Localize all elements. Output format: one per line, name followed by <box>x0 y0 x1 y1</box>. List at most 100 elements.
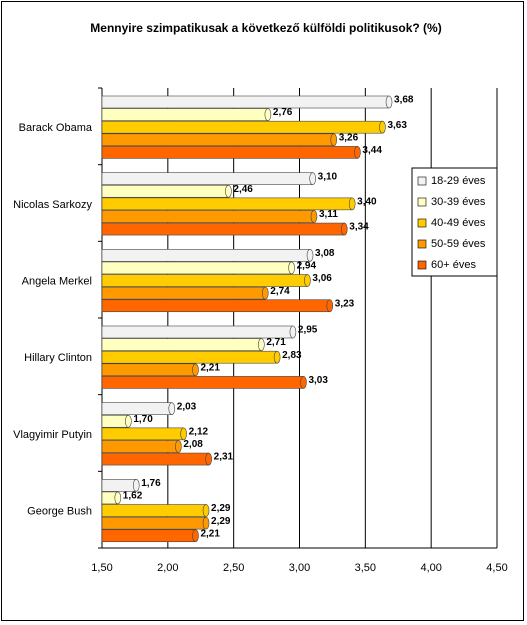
bar <box>101 184 229 198</box>
legend-swatch <box>417 176 427 186</box>
value-label: 3,34 <box>349 222 369 233</box>
value-label: 2,21 <box>200 528 220 539</box>
bar-cap <box>132 479 140 492</box>
value-label: 3,11 <box>319 209 338 220</box>
chart-title: Mennyire szimpatikusak a következő külfö… <box>90 21 441 35</box>
bar-cap <box>354 146 361 159</box>
x-tick-label: 4,50 <box>486 562 507 574</box>
bar-cap <box>258 338 265 351</box>
bar <box>101 108 269 121</box>
bar-cap <box>205 452 212 466</box>
bar-cap <box>379 120 386 134</box>
bar <box>101 172 313 185</box>
value-label: 1,62 <box>123 491 143 502</box>
value-label: 1,76 <box>141 478 161 489</box>
bar <box>101 120 383 134</box>
bar-cap <box>202 504 210 517</box>
value-label: 2,76 <box>273 107 293 118</box>
value-label: 2,74 <box>270 286 290 297</box>
value-label: 2,21 <box>200 362 220 373</box>
value-label: 2,12 <box>189 427 209 438</box>
value-label: 3,63 <box>387 120 407 131</box>
bar <box>101 95 390 109</box>
y-tick-label: Angela Merkel <box>22 276 92 288</box>
value-label: 3,03 <box>308 375 328 386</box>
bar <box>101 325 294 339</box>
bar-cap <box>306 249 314 262</box>
value-label: 3,06 <box>312 273 332 284</box>
bar <box>101 479 137 492</box>
bar <box>101 222 345 236</box>
bar-cap <box>326 299 334 313</box>
value-label: 3,40 <box>357 197 377 208</box>
bar <box>101 414 129 428</box>
y-tick-label: Hillary Clinton <box>24 352 92 364</box>
bar-cap <box>340 222 348 236</box>
bar-cap <box>310 210 318 223</box>
bar-cap <box>304 274 311 287</box>
value-label: 2,94 <box>297 261 317 272</box>
bar-cap <box>300 376 307 389</box>
bar <box>101 452 209 466</box>
bar <box>101 338 262 351</box>
legend-label: 60+ éves <box>431 259 476 271</box>
x-tick-label: 4,00 <box>420 562 441 574</box>
value-label: 3,08 <box>315 248 335 259</box>
bar <box>101 197 353 211</box>
bar-cap <box>168 402 176 415</box>
bar-cap <box>289 325 297 339</box>
bar-cap <box>125 414 132 428</box>
bar-cap <box>202 516 210 530</box>
bar-cap <box>114 491 122 505</box>
legend-swatch <box>417 218 427 228</box>
bar <box>101 146 358 159</box>
value-label: 2,95 <box>298 325 318 336</box>
legend-label: 18-29 éves <box>431 175 486 187</box>
y-tick-label: Barack Obama <box>19 122 93 134</box>
legend-swatch <box>417 239 427 249</box>
bar-cap <box>288 261 295 275</box>
value-label: 2,83 <box>282 350 302 361</box>
value-label: 2,03 <box>177 401 197 412</box>
value-label: 3,10 <box>318 171 338 182</box>
bar-cap <box>309 172 316 185</box>
bar-cap <box>225 184 232 198</box>
x-tick-label: 1,50 <box>91 562 112 574</box>
legend-swatch <box>417 260 427 270</box>
value-label: 2,46 <box>233 184 253 195</box>
y-tick-label: George Bush <box>27 506 92 518</box>
value-label: 3,68 <box>394 95 414 106</box>
value-label: 2,31 <box>214 452 234 463</box>
bar <box>101 402 173 415</box>
bar <box>101 440 179 453</box>
bar-cap <box>385 95 393 109</box>
bar <box>101 363 196 377</box>
bar <box>101 504 207 517</box>
bar <box>101 299 331 313</box>
bar <box>101 249 311 262</box>
bar <box>101 261 292 275</box>
x-tick-label: 3,50 <box>355 562 376 574</box>
legend-swatch <box>417 197 427 207</box>
bar <box>101 516 207 530</box>
bar <box>101 376 304 389</box>
value-label: 2,08 <box>183 439 203 450</box>
bar <box>101 274 308 287</box>
value-label: 2,29 <box>211 503 231 514</box>
bar-cap <box>264 108 272 121</box>
legend-label: 50-59 éves <box>431 238 486 250</box>
bar <box>101 529 196 543</box>
bar-cap <box>192 529 199 543</box>
bar <box>101 286 266 300</box>
value-label: 2,29 <box>211 516 231 527</box>
y-tick-label: Vlagyimir Putyin <box>13 429 92 441</box>
bar <box>101 210 315 223</box>
legend-label: 30-39 éves <box>431 196 486 208</box>
bar <box>101 350 278 364</box>
value-label: 3,44 <box>362 145 382 156</box>
bar-cap <box>192 363 199 377</box>
x-tick-label: 2,50 <box>223 562 244 574</box>
value-label: 3,26 <box>339 132 359 143</box>
x-tick-label: 2,00 <box>157 562 178 574</box>
